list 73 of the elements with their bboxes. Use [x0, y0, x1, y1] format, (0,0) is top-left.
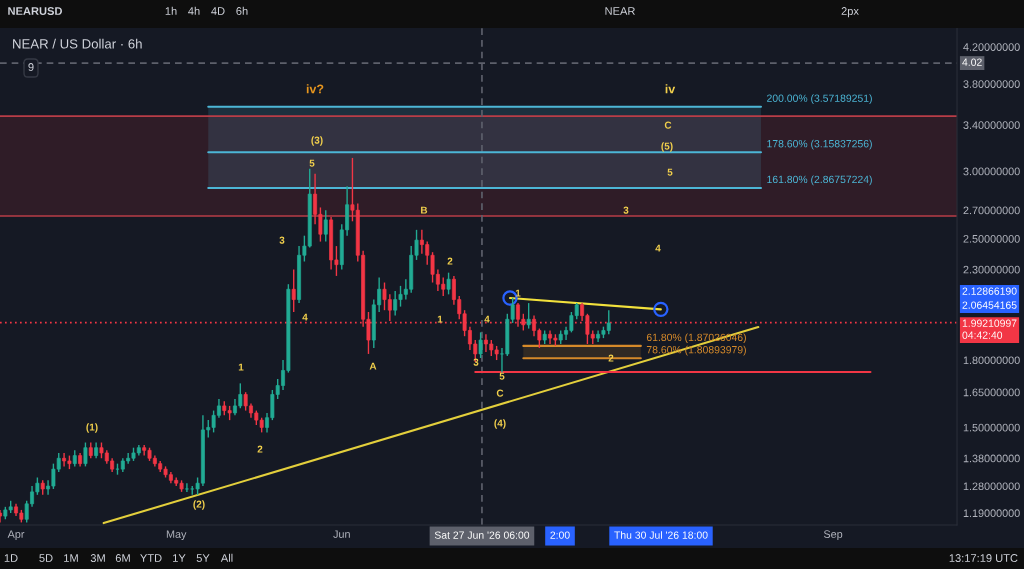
y-tick-label: 2.50000000: [963, 234, 1020, 243]
y-tick-label: 1.38000000: [963, 454, 1020, 463]
y-tick-label: 3.80000000: [963, 80, 1020, 88]
y-tick-label: 3.00000000: [963, 167, 1020, 176]
text: 6h: [236, 6, 248, 15]
text: YTD: [140, 554, 162, 562]
x-tick-label: Jun: [333, 530, 350, 538]
x-tick-label: Apr: [7, 530, 25, 541]
annotation: 3: [623, 206, 629, 214]
annotation: (4): [494, 419, 506, 429]
annotation: A: [369, 362, 377, 370]
text: 3M: [90, 554, 105, 562]
y-tick-label: 1.65000000: [963, 388, 1020, 397]
y-tick-label: 4.20000000: [963, 43, 1020, 51]
annotation: 4: [484, 315, 490, 323]
series-label: 178.60% (3.15837256): [767, 139, 872, 150]
annotation: 2: [447, 257, 453, 265]
annotation: (1): [86, 423, 98, 433]
annotation: 1: [238, 363, 244, 371]
series-label: 78.60% (1.80893979): [646, 345, 746, 356]
annotation: 5: [667, 168, 673, 176]
annotation: 5: [499, 372, 505, 380]
annotation: iv?: [306, 84, 324, 94]
annotation: (2): [193, 500, 205, 510]
annotation: 3: [279, 236, 285, 244]
text: 2.06454165: [962, 301, 1017, 309]
text: NEAR / US Dollar · 6h: [13, 38, 142, 49]
text: 6M: [115, 554, 130, 562]
y-tick-label: 1.28000000: [963, 482, 1020, 491]
text: All: [220, 553, 233, 562]
text: 4h: [188, 6, 200, 15]
x-tick-label: May: [166, 530, 187, 541]
ref-line-label: Sat 27 Jun '26 06:00: [434, 531, 530, 539]
annotation: 2: [608, 354, 614, 362]
annotation: B: [421, 206, 428, 214]
annotation: 4: [302, 313, 308, 321]
y-tick-label: 1.19000000: [963, 509, 1020, 518]
y-tick-label: 3.40000000: [963, 121, 1020, 130]
annotation: 1: [515, 289, 521, 297]
annotation: 3: [473, 358, 479, 366]
text: 13:17:19 UTC: [949, 554, 1018, 562]
text: NEAR: [605, 7, 635, 15]
annotation: 4: [655, 244, 661, 252]
annotation: C: [496, 389, 504, 397]
annotation: (5): [661, 142, 673, 152]
text: 1h: [165, 6, 177, 15]
text: 1D: [4, 554, 18, 562]
text: 2.12866190: [962, 287, 1017, 295]
ref-line-label: 1.99210997 04:42:40: [962, 319, 1017, 339]
series-label: 200.00% (3.57189251): [767, 94, 872, 104]
text: 2px: [841, 7, 859, 18]
text: 1M: [64, 554, 78, 562]
annotation: 2: [257, 445, 263, 453]
y-tick-label: 2.30000000: [963, 265, 1020, 274]
text: 5Y: [196, 554, 210, 562]
series-label: 161.80% (2.86757224): [767, 175, 872, 186]
annotation: 1: [437, 315, 443, 323]
annotation: (3): [311, 136, 323, 146]
annotation: 5: [309, 159, 315, 167]
text: 1Y: [173, 554, 186, 562]
text: Thu 30 Jul '26 18:00: [614, 531, 708, 539]
x-tick-label: Sep: [823, 530, 843, 541]
text: 5D: [39, 554, 53, 562]
y-tick-label: 2.70000000: [963, 206, 1020, 215]
y-tick-label: 1.50000000: [963, 423, 1020, 432]
annotation: iv: [665, 84, 676, 94]
annotation: 9: [28, 63, 34, 71]
ref-line-label: 4.02: [962, 58, 982, 66]
text: NEARUSD: [8, 7, 62, 15]
text: 4D: [211, 7, 225, 15]
text: 2:00: [550, 531, 570, 539]
annotation: C: [664, 121, 672, 129]
y-tick-label: 1.80000000: [963, 356, 1020, 365]
